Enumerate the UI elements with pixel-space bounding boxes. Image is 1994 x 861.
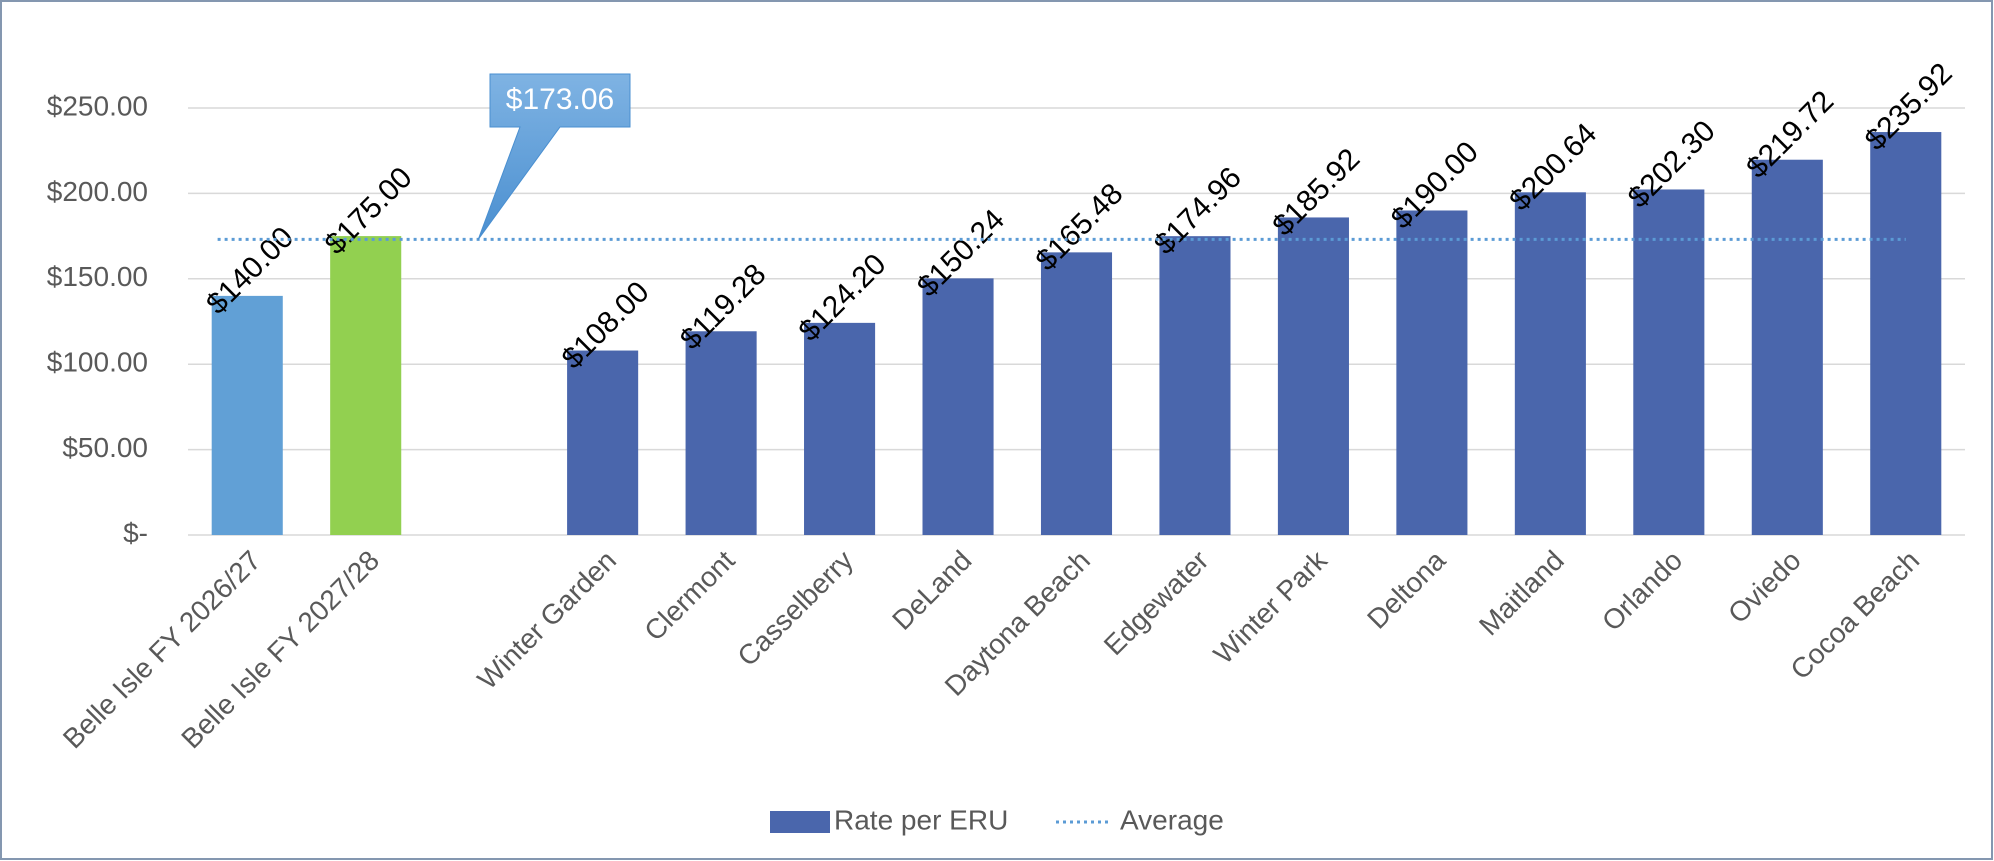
legend-label: Rate per ERU <box>834 804 1008 835</box>
y-tick-label: $100.00 <box>47 347 148 378</box>
bar <box>1870 132 1942 535</box>
y-tick-label: $- <box>123 517 148 548</box>
bar <box>1277 217 1349 535</box>
legend-label: Average <box>1120 804 1224 835</box>
bar <box>330 236 402 535</box>
bar <box>1159 236 1231 535</box>
y-tick-label: $150.00 <box>47 261 148 292</box>
y-tick-label: $200.00 <box>47 176 148 207</box>
bar <box>685 331 757 535</box>
y-tick-label: $50.00 <box>62 432 148 463</box>
average-label: $173.06 <box>506 83 614 116</box>
average-callout <box>477 73 631 240</box>
bar <box>567 350 639 535</box>
legend-swatch <box>770 811 830 833</box>
bar <box>1514 192 1586 535</box>
bar <box>1633 189 1705 535</box>
bar <box>804 322 876 535</box>
bar <box>1396 210 1468 536</box>
bar <box>1040 252 1113 535</box>
y-tick-label: $250.00 <box>47 90 148 121</box>
bar <box>211 295 283 535</box>
bar <box>922 278 994 535</box>
bar <box>1751 159 1823 535</box>
